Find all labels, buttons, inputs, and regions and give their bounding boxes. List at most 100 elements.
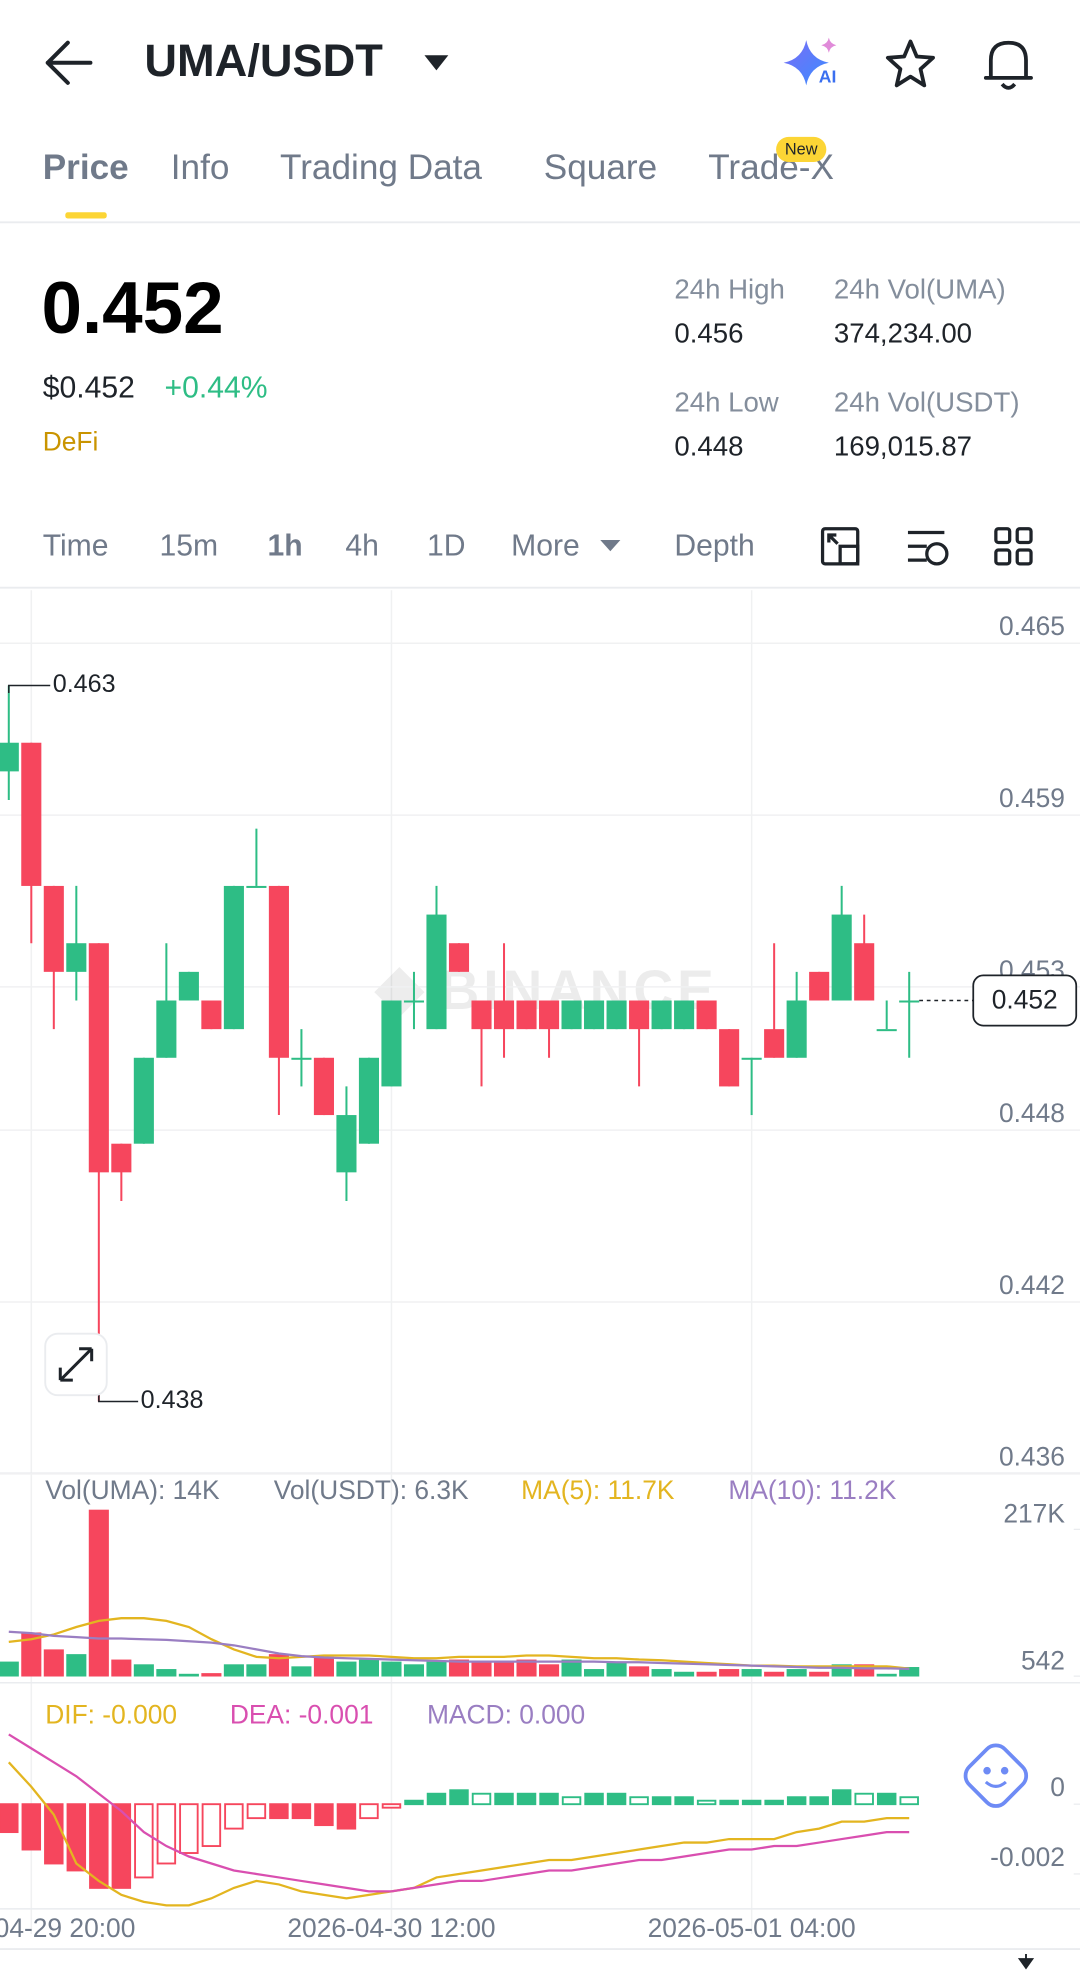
volume-bar [21,1632,42,1677]
macd-bar [404,1799,424,1806]
fullscreen-tool[interactable] [820,527,860,566]
macd-bar [809,1796,829,1806]
tool-cell [994,548,1012,566]
pair-title[interactable]: UMA/USDT [144,35,383,86]
interval-option[interactable]: 1D [427,529,466,562]
sector-tag[interactable]: DeFi [43,426,99,456]
macd-bar [606,1792,627,1806]
last-price-label: 0.452 [992,985,1058,1015]
candle-body [403,1000,425,1003]
macd-bar [584,1792,604,1806]
volume-bar [426,1661,447,1677]
ai-button[interactable]: AI [783,37,837,87]
interval-option[interactable]: 4h [345,529,379,562]
candle-body [223,885,244,1030]
candle-body [88,943,109,1173]
volume-bar [764,1671,785,1677]
volume-bar [538,1664,560,1677]
volume-bar [809,1671,830,1677]
macd-bar [201,1803,222,1847]
macd-bar [629,1796,649,1806]
candle-body [426,914,447,1030]
macd-bar [156,1803,177,1865]
assistant-button[interactable] [960,1740,1031,1811]
interval-option[interactable]: Depth [674,529,754,562]
volume-bar [786,1669,807,1677]
volume-bar [88,1509,109,1677]
candle-body [651,1000,672,1030]
macd-bar [876,1792,897,1806]
scroll-indicator [1017,1954,1035,1970]
back-button[interactable] [45,40,93,85]
volume-bar [313,1656,334,1677]
stats: 24h High 0.456 24h Vol(UMA) 374,234.00 24h L… [674,274,1019,462]
candle-body [291,1057,312,1060]
macd-bar [381,1803,402,1809]
expand-arrows [58,1347,94,1382]
interval-option[interactable]: 1h [267,529,302,562]
assistant-eye [983,1766,991,1775]
macd-bar [831,1789,852,1806]
high-marker: 0.463 [53,670,116,698]
interval-option[interactable]: More [511,529,580,562]
legend-entry: Vol(UMA): 14K [45,1475,220,1505]
candle-body [584,1000,605,1030]
candle-body [899,1000,920,1003]
legend-entry: Vol(USDT): 6.3K [274,1475,469,1505]
expand-button[interactable] [44,1332,108,1397]
tool-cell [994,527,1012,545]
tab[interactable]: Price [43,148,129,187]
candle-body [0,742,19,772]
tool-cell [1015,527,1033,545]
candle-body [696,1000,717,1030]
volume-bar [111,1659,132,1677]
candle-body [674,1000,695,1030]
candle-body [358,1057,380,1144]
macd-line [8,1733,910,1893]
candle-body [538,1000,560,1030]
legend-entry: DEA: -0.001 [230,1700,374,1730]
last-price-box [972,974,1078,1027]
interval-option[interactable]: Time [43,529,109,562]
tab[interactable]: Square [544,148,657,187]
chart-tools [820,527,1033,566]
interval-option[interactable]: 15m [159,529,218,562]
candle-body [448,943,470,972]
volume-bar [651,1669,672,1677]
stat-label: 24h Vol(USDT) [834,387,1020,418]
candle-body [21,742,42,886]
macd-bar [336,1803,357,1830]
y-tick-label: 0.465 [999,611,1065,641]
tab[interactable]: Trading Data [280,148,482,187]
bell-clapper [1000,82,1017,90]
layout-tool[interactable] [994,527,1033,566]
low-marker-line [98,1393,139,1403]
macd-bar [674,1796,694,1806]
candle-body [471,1000,492,1030]
tool-gear [925,542,949,566]
y-tick-label: -0.002 [990,1842,1065,1872]
tab[interactable]: Info [171,148,230,187]
candle-body [809,971,830,1001]
low-marker: 0.438 [141,1386,204,1414]
tool-arrow [827,533,839,545]
volume-bar [358,1659,380,1677]
macd-bar [89,1803,109,1889]
volume-bar [268,1654,289,1677]
pair-dropdown[interactable] [424,55,449,71]
alert-button[interactable] [983,40,1033,90]
macd-bar [561,1796,582,1806]
y-tick-label: 217K [1003,1499,1065,1529]
y-tick-label: 0 [1050,1772,1065,1802]
volume-bar [448,1659,470,1677]
high-marker-line [8,684,51,693]
ma-line [8,1630,910,1671]
favorite-button[interactable] [885,39,935,88]
candle-body [831,914,852,1001]
bell [983,40,1033,80]
volume-bar [899,1667,920,1677]
macd-bar [516,1792,537,1806]
volume-bar [336,1661,357,1677]
indicator-tool[interactable] [907,530,949,566]
